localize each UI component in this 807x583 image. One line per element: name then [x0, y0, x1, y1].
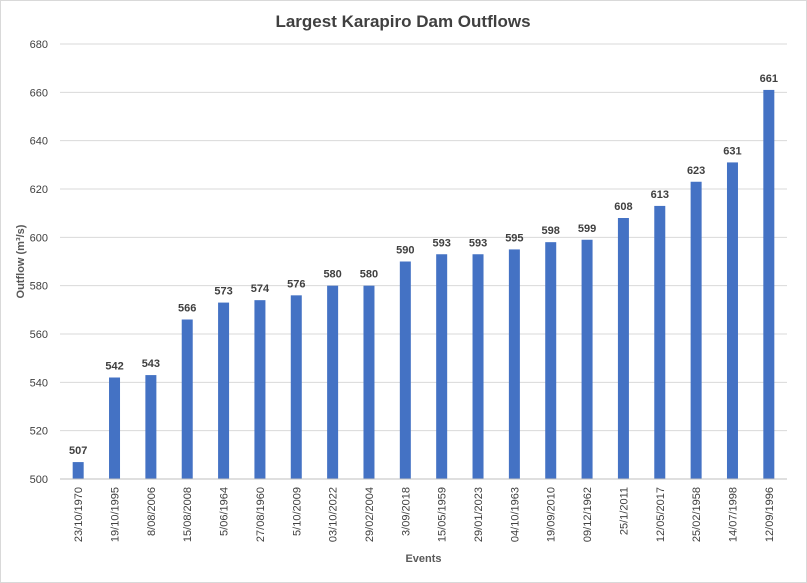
data-label: 593	[469, 237, 487, 249]
bar	[399, 261, 411, 479]
y-tick-label: 640	[30, 136, 48, 148]
x-tick-label: 14/07/1998	[727, 487, 739, 542]
data-label: 613	[651, 189, 669, 201]
bar	[109, 377, 121, 479]
x-tick-label: 03/10/2022	[328, 487, 340, 542]
y-tick-label: 580	[30, 281, 48, 293]
bar	[254, 300, 266, 479]
x-tick-label: 12/05/2017	[655, 487, 667, 542]
x-tick-label: 15/05/1959	[437, 487, 449, 542]
data-label: 566	[178, 303, 196, 315]
data-label: 590	[396, 245, 414, 257]
data-label: 623	[687, 165, 705, 177]
y-tick-label: 560	[30, 329, 48, 341]
x-tick-label: 5/10/2009	[291, 487, 303, 536]
data-label: 580	[360, 269, 378, 281]
data-label: 573	[214, 286, 232, 298]
bar	[327, 285, 339, 479]
bar	[72, 462, 84, 479]
data-label: 543	[142, 358, 160, 370]
bar	[581, 239, 593, 479]
data-label: 661	[760, 73, 778, 85]
bar	[654, 205, 666, 479]
x-tick-label: 15/08/2008	[182, 487, 194, 542]
bar	[436, 254, 448, 479]
bar	[508, 249, 520, 479]
y-tick-label: 520	[30, 426, 48, 438]
data-labels: 507 542 543 566 573 574 576 580 580 590 593 593 595 5…	[69, 73, 778, 457]
x-axis-title: Events	[405, 553, 441, 565]
bar	[218, 302, 230, 479]
x-tick-label: 27/08/1960	[255, 487, 267, 542]
bars	[72, 89, 775, 480]
x-tick-label: 19/10/1995	[110, 487, 122, 542]
data-label: 593	[432, 237, 450, 249]
x-tick-label: 25/1/2011	[618, 487, 630, 535]
bar	[472, 254, 484, 479]
chart-title: Largest Karapiro Dam Outflows	[275, 12, 530, 31]
x-tick-label: 29/01/2023	[473, 487, 485, 542]
data-label: 576	[287, 278, 305, 290]
x-tick-label: 3/09/2018	[400, 487, 412, 536]
bar	[145, 375, 157, 479]
data-label: 608	[614, 201, 632, 213]
data-label: 631	[723, 145, 741, 157]
bar	[763, 89, 775, 480]
x-tick-label: 23/10/1970	[73, 487, 85, 542]
x-tick-label: 5/06/1964	[219, 487, 231, 536]
data-label: 542	[105, 361, 123, 373]
x-tick-label: 8/08/2006	[146, 487, 158, 536]
y-tick-label: 660	[30, 87, 48, 99]
y-axis-ticks: 500 520 540 560 580 600 620 640 660 680	[30, 39, 48, 486]
y-tick-label: 600	[30, 232, 48, 244]
bar	[726, 162, 738, 479]
bar	[545, 242, 557, 479]
data-label: 507	[69, 445, 87, 457]
bar	[181, 319, 193, 479]
gridlines	[60, 43, 787, 432]
y-tick-label: 680	[30, 39, 48, 51]
y-tick-label: 500	[30, 474, 48, 486]
x-axis-ticks: 23/10/1970 19/10/1995 8/08/2006 15/08/2008 5…	[73, 487, 776, 542]
x-tick-label: 09/12/1962	[582, 487, 594, 542]
bar	[290, 295, 302, 479]
x-tick-label: 12/09/1996	[764, 487, 776, 542]
data-label: 595	[505, 232, 523, 244]
bar	[363, 285, 375, 479]
y-axis-title: Outflow (m³/s)	[15, 224, 27, 298]
x-tick-label: 04/10/1963	[509, 487, 521, 542]
bar	[690, 181, 702, 479]
data-label: 574	[251, 283, 270, 295]
y-tick-label: 620	[30, 184, 48, 196]
data-label: 598	[542, 225, 560, 237]
x-tick-label: 19/09/2010	[546, 487, 558, 542]
data-label: 599	[578, 223, 596, 235]
x-tick-label: 25/02/1958	[691, 487, 703, 542]
data-label: 580	[323, 269, 341, 281]
x-tick-label: 29/02/2004	[364, 487, 376, 542]
bar	[617, 218, 629, 479]
y-tick-label: 540	[30, 377, 48, 389]
